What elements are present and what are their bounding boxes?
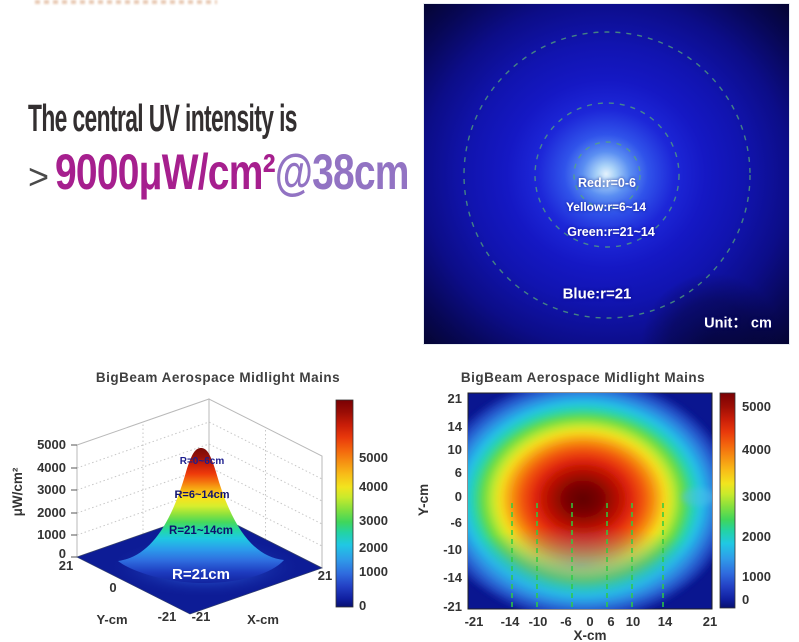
ring-label-yellow: Yellow:r=6~14: [565, 200, 647, 214]
surface-plot-panel: BigBeam Aerospace Midlight Mains: [0, 360, 400, 642]
heatmap-field: [467, 392, 713, 610]
x-tick: -21: [465, 614, 484, 629]
y-tick: -21: [158, 609, 177, 624]
x-tick: -21: [192, 609, 211, 624]
surface-cone: [118, 448, 284, 583]
colorbar-tick: 3000: [742, 489, 771, 504]
y-tick: -21: [443, 599, 462, 614]
headline-block: The central UV intensity is > 9000μW/cm²…: [28, 98, 428, 197]
cone-annotation-r6-14: R=6~14cm: [174, 489, 229, 501]
heatmap-xlabel: X-cm: [573, 628, 606, 642]
ring-label-red: Red:r=0-6: [577, 176, 637, 190]
ring-r14-circle: [534, 102, 680, 248]
y-tick: 10: [448, 442, 462, 457]
colorbar-tick: 1000: [359, 564, 388, 579]
ring-label-blue: Blue:r=21: [562, 285, 632, 303]
uv-intensity-value: 9000μW/cm²@38cm: [55, 147, 409, 197]
heatmap-plot-panel: BigBeam Aerospace Midlight Mains: [400, 360, 799, 642]
colorbar-tick: 4000: [359, 479, 388, 494]
x-tick: 21: [318, 568, 332, 583]
x-tick: 10: [626, 614, 640, 629]
ring-r6-circle: [573, 141, 641, 209]
x-tick: -6: [560, 614, 572, 629]
uv-intensity-number: 9000μW/cm²: [55, 144, 276, 200]
y-tick: -14: [443, 570, 463, 585]
colorbar-tick: 5000: [359, 450, 388, 465]
x-tick: -14: [501, 614, 521, 629]
z-tick: 1000: [37, 527, 66, 542]
cutoff-text-fragment: [35, 0, 217, 4]
beam-ring-map: Red:r=0-6 Yellow:r=6~14 Green:r=21~14 Bl…: [423, 3, 790, 345]
y-tick: 21: [448, 391, 462, 406]
z-tick: 2000: [37, 505, 66, 520]
x-tick: -10: [529, 614, 548, 629]
greater-than-symbol: >: [28, 156, 50, 198]
heatmap-colorbar: 5000 4000 3000 2000 1000 0: [719, 392, 771, 609]
surface-ylabel: Y-cm: [96, 612, 127, 627]
y-tick: 6: [455, 465, 462, 480]
surface-title: BigBeam Aerospace Midlight Mains: [96, 370, 340, 385]
heatmap-plot: BigBeam Aerospace Midlight Mains: [416, 370, 771, 642]
colorbar-tick: 0: [742, 592, 749, 607]
headline-value-line: > 9000μW/cm²@38cm: [28, 147, 428, 197]
y-tick: 21: [59, 558, 73, 573]
z-tick: 0: [59, 546, 66, 561]
unit-label: Unit： cm: [704, 315, 772, 332]
colorbar-tick: 4000: [742, 442, 771, 457]
heatmap-ylabel: Y-cm: [416, 484, 431, 516]
heatmap-title: BigBeam Aerospace Midlight Mains: [461, 370, 705, 385]
cone-annotation-r21: R=21cm: [172, 566, 230, 583]
surface-colorbar: 5000 4000 3000 2000 1000 0: [335, 399, 388, 613]
ring-label-green: Green:r=21~14: [567, 225, 655, 239]
colorbar-tick: 2000: [359, 540, 388, 555]
z-tick: 5000: [37, 437, 66, 452]
y-tick: 0: [455, 489, 462, 504]
z-tick: 3000: [37, 482, 66, 497]
x-tick: 14: [658, 614, 673, 629]
beam-ring-circles: [463, 31, 751, 319]
colorbar-tick: 0: [359, 598, 366, 613]
surface-zlabel: μW/cm²: [10, 467, 25, 516]
y-tick: 0: [109, 580, 116, 595]
colorbar-tick: 5000: [742, 399, 771, 414]
z-tick: 4000: [37, 460, 66, 475]
y-tick: -10: [443, 542, 462, 557]
headline-text: The central UV intensity is: [28, 98, 297, 140]
y-tick: -6: [450, 515, 462, 530]
colorbar-tick: 3000: [359, 513, 388, 528]
x-tick: 6: [607, 614, 614, 629]
x-tick: 0: [586, 614, 593, 629]
surface-plot: BigBeam Aerospace Midlight Mains: [10, 370, 388, 627]
colorbar-tick: 1000: [742, 569, 771, 584]
cone-annotation-r0-6: R=0~6cm: [180, 456, 225, 467]
cone-annotation-r14-21: R=21~14cm: [169, 525, 233, 537]
x-tick: 21: [703, 614, 717, 629]
surface-xlabel: X-cm: [247, 612, 279, 627]
colorbar-tick: 2000: [742, 529, 771, 544]
ring-r21-circle: [463, 31, 751, 319]
uv-intensity-distance: @38cm: [274, 144, 410, 200]
y-tick: 14: [448, 419, 463, 434]
